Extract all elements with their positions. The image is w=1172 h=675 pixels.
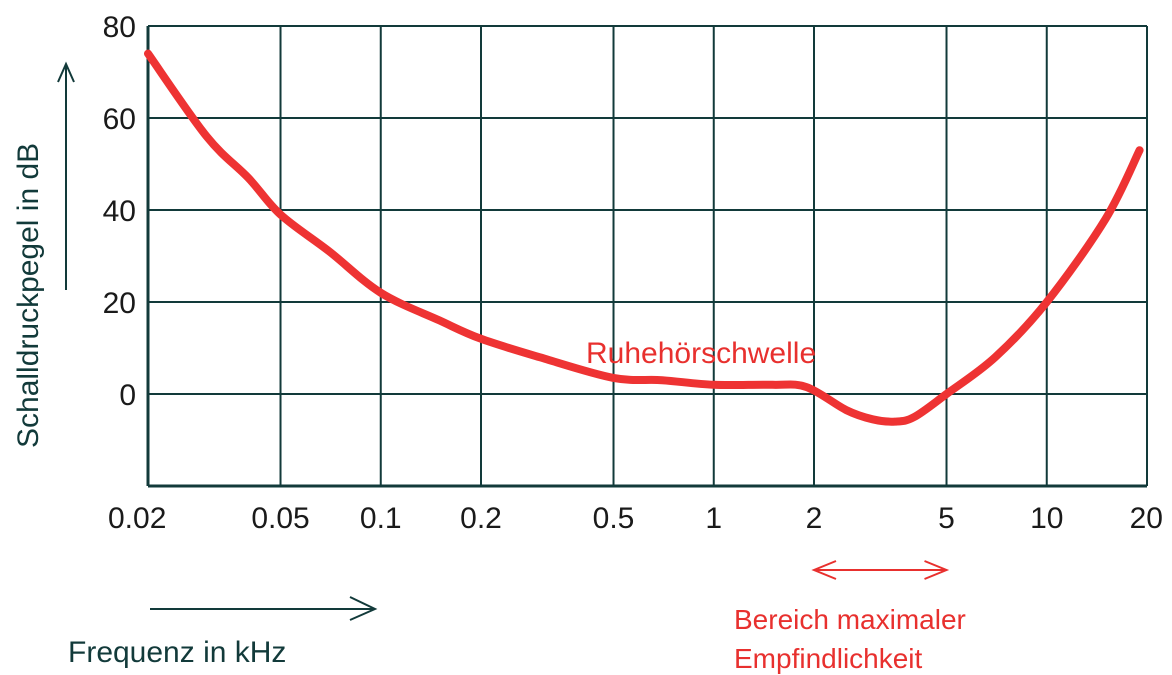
x-tick-label: 0.05: [251, 502, 309, 535]
series-line: [144, 49, 1144, 426]
x-tick-label: 10: [1030, 502, 1063, 535]
x-tick-label: 20: [1130, 502, 1163, 535]
x-axis-arrow-head: [349, 596, 378, 621]
x-tick-label: 2: [806, 502, 823, 535]
range-annotation-line2: Empfindlichkeit: [734, 643, 923, 674]
x-tick-label: 0.02: [108, 502, 166, 535]
range-marker: [811, 560, 950, 580]
y-tick-label: 0: [119, 379, 136, 412]
y-tick-label: 20: [103, 287, 136, 320]
y-axis-label-group: Schalldruckpegel in dB: [12, 61, 75, 448]
y-tick-labels: 0 20 40 60 80: [103, 11, 136, 412]
range-arrow-head-left: [811, 560, 837, 580]
x-tick-label: 0.2: [460, 502, 502, 535]
series-layer: [144, 49, 1144, 426]
y-axis-label: Schalldruckpegel in dB: [12, 143, 45, 448]
x-tick-labels: 0.02 0.05 0.1 0.2 0.5 1 2 5 10 20: [108, 502, 1163, 535]
curve-label: Ruhehörschwelle: [586, 337, 816, 370]
grid-layer: [146, 25, 1148, 488]
x-tick-label: 0.5: [593, 502, 635, 535]
y-tick-label: 60: [103, 103, 136, 136]
y-axis-arrow-head: [57, 61, 75, 83]
y-tick-label: 80: [103, 11, 136, 44]
range-arrow-head-right: [924, 560, 950, 580]
x-axis-label-group: Frequenz in kHz: [68, 596, 378, 669]
x-tick-label: 0.1: [360, 502, 402, 535]
x-tick-label: 5: [938, 502, 955, 535]
x-axis-label: Frequenz in kHz: [68, 636, 286, 669]
y-tick-label: 40: [103, 195, 136, 228]
range-annotation-line1: Bereich maximaler: [734, 604, 966, 635]
x-tick-label: 1: [705, 502, 722, 535]
